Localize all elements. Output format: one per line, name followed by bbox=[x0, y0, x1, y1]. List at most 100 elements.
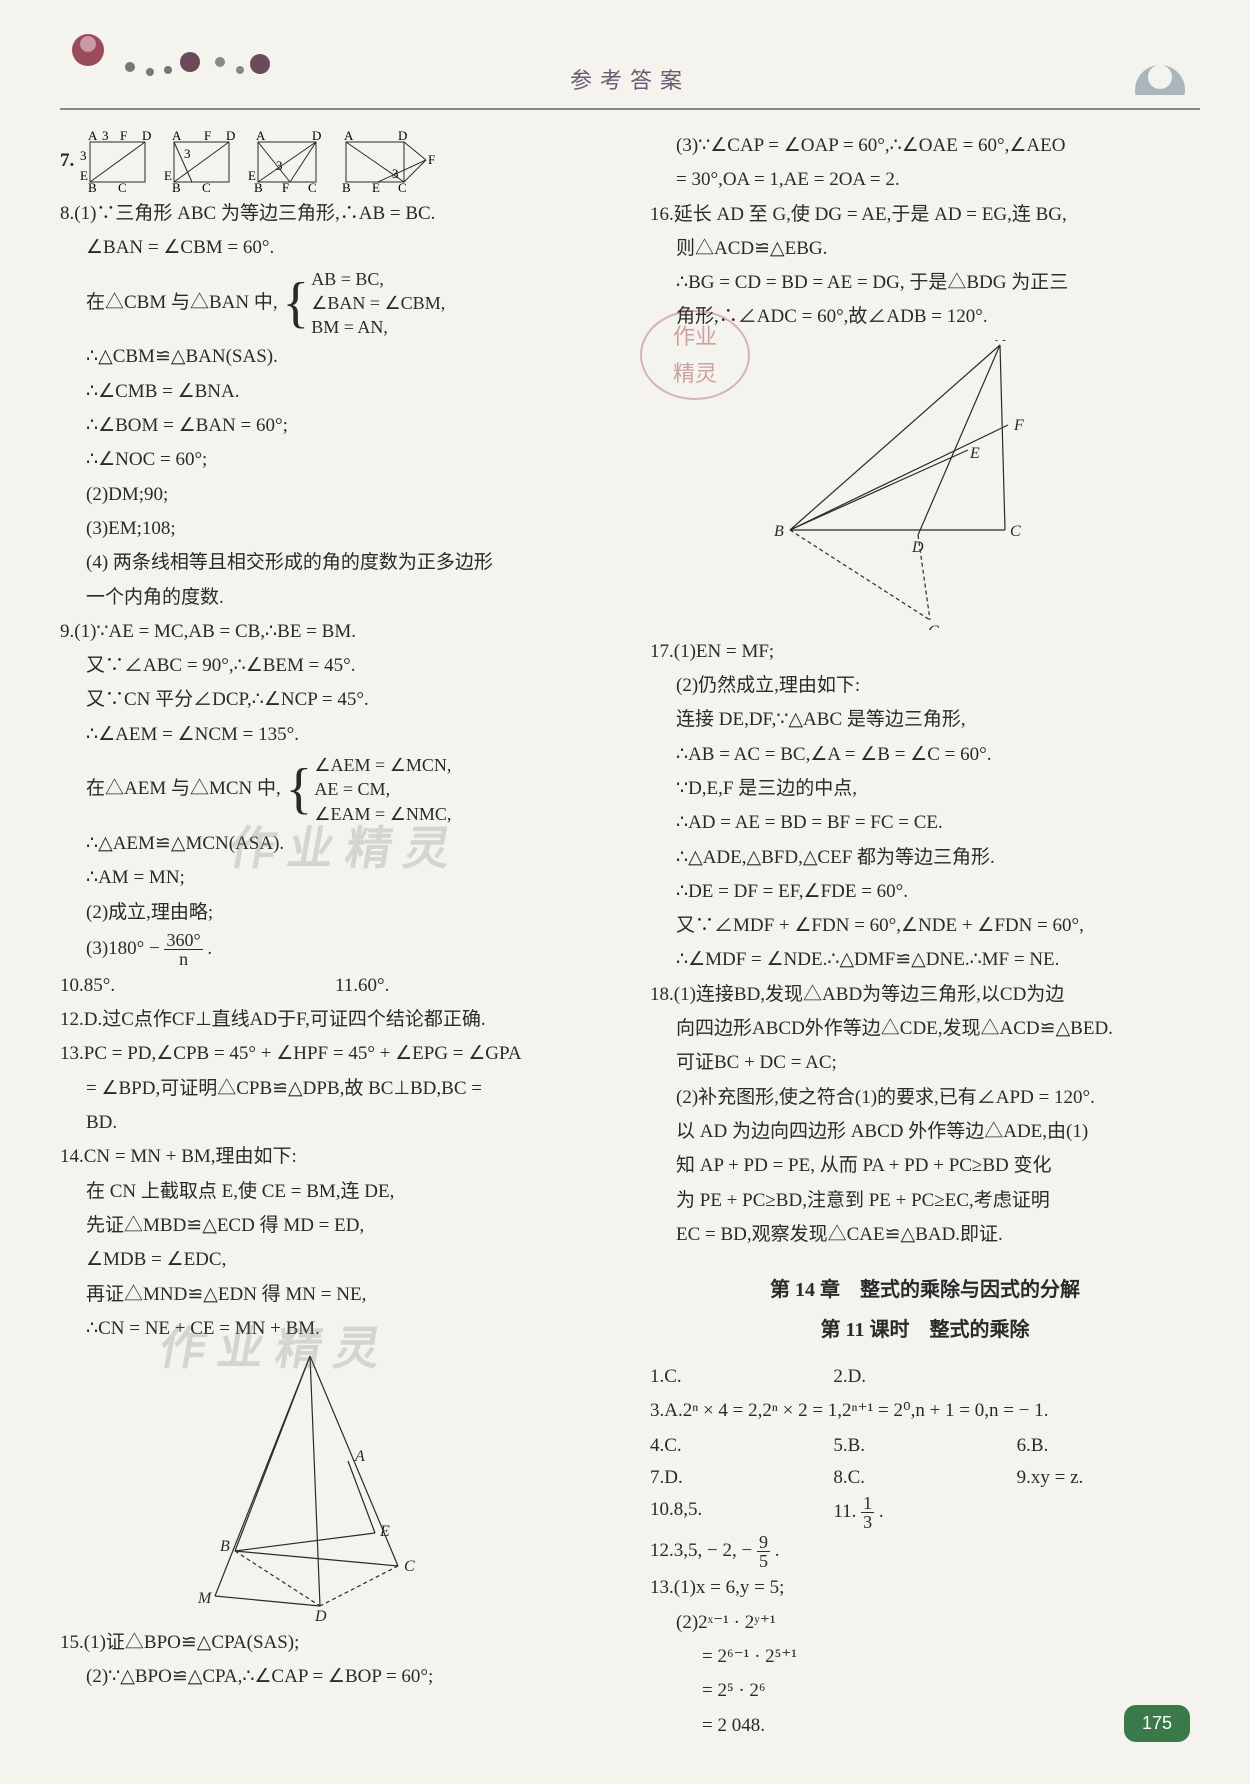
p8-brace: { AB = BC, ∠BAN = ∠CBM, BM = AN, bbox=[282, 267, 445, 340]
p10-11-row: 10.85°. 11.60°. bbox=[60, 970, 610, 1002]
svg-text:C: C bbox=[202, 180, 211, 192]
p16-l4: 角形,∴∠ADC = 60°,故∠ADB = 120°. bbox=[650, 301, 1200, 333]
a3: 3.A.2ⁿ × 4 = 2,2ⁿ × 2 = 1,2ⁿ⁺¹ = 2⁰,n + … bbox=[650, 1395, 1200, 1427]
a9: 9.xy = z. bbox=[1017, 1462, 1200, 1494]
ans-row-2: 4.C. 5.B. 6.B. bbox=[650, 1430, 1200, 1462]
a13-5: = 2 048. bbox=[650, 1710, 1200, 1742]
svg-text:D: D bbox=[314, 1608, 327, 1621]
svg-text:F: F bbox=[282, 180, 289, 192]
p12: 12.D.过C点作CF⊥直线AD于F,可证四个结论都正确. bbox=[60, 1004, 610, 1036]
p8-l3: 在△CBM 与△BAN 中, { AB = BC, ∠BAN = ∠CBM, B… bbox=[60, 267, 610, 340]
svg-text:E: E bbox=[80, 168, 88, 183]
page-header: 参考答案 bbox=[60, 60, 1200, 110]
a11-ft: 1 bbox=[861, 1494, 874, 1513]
a12-ft: 9 bbox=[757, 1533, 770, 1552]
a12-pre: 12.3,5, − 2, − bbox=[650, 1540, 757, 1561]
p14-l1: 14.CN = MN + BM,理由如下: bbox=[60, 1141, 610, 1173]
a12-frac: 9 5 bbox=[757, 1533, 770, 1570]
p8-l4: ∴△CBM≌△BAN(SAS). bbox=[60, 341, 610, 373]
a11-frac: 1 3 bbox=[861, 1494, 874, 1531]
a11-post: . bbox=[879, 1501, 884, 1522]
svg-text:3: 3 bbox=[80, 148, 87, 163]
page-number: 175 bbox=[1124, 1705, 1190, 1742]
svg-text:D: D bbox=[312, 130, 321, 143]
a13-3: = 2⁶⁻¹ · 2⁵⁺¹ bbox=[650, 1641, 1200, 1673]
a13-4: = 2⁵ · 2⁶ bbox=[650, 1675, 1200, 1707]
p16-l1: 16.延长 AD 至 G,使 DG = AE,于是 AD = EG,连 BG, bbox=[650, 199, 1200, 231]
p14-l4: ∠MDB = ∠EDC, bbox=[60, 1244, 610, 1276]
p14-l6: ∴CN = NE + CE = MN + BM. bbox=[60, 1313, 610, 1345]
p8-l10: (4) 两条线相等且相交形成的角的度数为正多边形 bbox=[60, 547, 610, 579]
a11-fb: 3 bbox=[861, 1513, 874, 1531]
p8-l6: ∴∠BOM = ∠BAN = 60°; bbox=[60, 410, 610, 442]
a13-2: (2)2ˣ⁻¹ · 2ʸ⁺¹ bbox=[650, 1607, 1200, 1639]
fig-7d: AD F 3 BEC bbox=[336, 130, 436, 192]
p14-l2: 在 CN 上截取点 E,使 CE = BM,连 DE, bbox=[60, 1176, 610, 1208]
figure-14: N A E B C M D bbox=[180, 1351, 610, 1621]
p15-l2: (2)∵△BPO≌△CPA,∴∠CAP = ∠BOP = 60°; bbox=[60, 1661, 610, 1693]
svg-text:B: B bbox=[342, 180, 351, 192]
p9-l8: (2)成立,理由略; bbox=[60, 897, 610, 929]
fig-7b: AFD 3 E BC bbox=[164, 130, 242, 192]
p14-l3: 先证△MBD≌△ECD 得 MD = ED, bbox=[60, 1210, 610, 1242]
svg-text:D: D bbox=[142, 130, 151, 143]
figure-16: A F E B D C G bbox=[770, 340, 1200, 630]
p17-l9: 又∵∠MDF + ∠FDN = 60°,∠NDE + ∠FDN = 60°, bbox=[650, 910, 1200, 942]
item-7-label: 7. bbox=[60, 145, 74, 177]
p9-l5-pre: 在△AEM 与△MCN 中, bbox=[86, 778, 281, 799]
right-column: (3)∵∠CAP = ∠OAP = 60°,∴∠OAE = 60°,∠AEO =… bbox=[650, 128, 1200, 1744]
svg-text:D: D bbox=[911, 539, 924, 556]
a11: 11. 1 3 . bbox=[833, 1494, 1016, 1531]
p9-l5: 在△AEM 与△MCN 中, { ∠AEM = ∠MCN, AE = CM, ∠… bbox=[60, 753, 610, 826]
a10: 10.8,5. bbox=[650, 1494, 833, 1531]
p9-br3: ∠EAM = ∠NMC, bbox=[314, 804, 451, 824]
p9-l4: ∴∠AEM = ∠NCM = 135°. bbox=[60, 719, 610, 751]
p15c-l2: = 30°,OA = 1,AE = 2OA = 2. bbox=[650, 164, 1200, 196]
p8-l1: 8.(1)∵三角形 ABC 为等边三角形,∴AB = BC. bbox=[60, 198, 610, 230]
header-right-decoration bbox=[1120, 35, 1200, 95]
p10: 10.85°. bbox=[60, 970, 335, 1002]
p13-l1: 13.PC = PD,∠CPB = 45° + ∠HPF = 45° + ∠EP… bbox=[60, 1038, 610, 1070]
svg-text:B: B bbox=[220, 1538, 230, 1555]
svg-text:E: E bbox=[164, 168, 172, 183]
p9-l6: ∴△AEM≌△MCN(ASA). bbox=[60, 828, 610, 860]
p18-l3: 可证BC + DC = AC; bbox=[650, 1047, 1200, 1079]
svg-text:A: A bbox=[995, 340, 1006, 345]
fig-7c: AD 3 E BFC bbox=[248, 130, 330, 192]
a13-1: 13.(1)x = 6,y = 5; bbox=[650, 1572, 1200, 1604]
p9-fb: n bbox=[164, 950, 202, 968]
p17-l7: ∴△ADE,△BFD,△CEF 都为等边三角形. bbox=[650, 842, 1200, 874]
p17-l5: ∵D,E,F 是三边的中点, bbox=[650, 773, 1200, 805]
svg-text:A: A bbox=[88, 130, 98, 143]
a2: 2.D. bbox=[833, 1361, 1016, 1393]
p17-l10: ∴∠MDF = ∠NDE.∴△DMF≌△DNE.∴MF = NE. bbox=[650, 944, 1200, 976]
p15c-l1: (3)∵∠CAP = ∠OAP = 60°,∴∠OAE = 60°,∠AEO bbox=[650, 130, 1200, 162]
svg-text:F: F bbox=[428, 152, 435, 167]
svg-text:C: C bbox=[118, 180, 127, 192]
p8-br3: BM = AN, bbox=[311, 317, 388, 337]
p9-l3: 又∵CN 平分∠DCP,∴∠NCP = 45°. bbox=[60, 684, 610, 716]
a4: 4.C. bbox=[650, 1430, 833, 1462]
svg-text:3: 3 bbox=[184, 146, 191, 161]
p9-br2: AE = CM, bbox=[314, 779, 390, 799]
svg-text:B: B bbox=[254, 180, 263, 192]
problem-7-figures: 7. A3 FD 3 E BC AFD 3 E BC bbox=[60, 130, 610, 192]
p15-l1: 15.(1)证△BPO≌△CPA(SAS); bbox=[60, 1627, 610, 1659]
svg-text:D: D bbox=[226, 130, 235, 143]
p9-br1: ∠AEM = ∠MCN, bbox=[314, 755, 451, 775]
svg-text:C: C bbox=[308, 180, 317, 192]
p18-l4: (2)补充图形,使之符合(1)的要求,已有∠APD = 120°. bbox=[650, 1082, 1200, 1114]
p9-l7: ∴AM = MN; bbox=[60, 862, 610, 894]
p9-l9-pre: (3)180° − bbox=[86, 938, 164, 959]
lesson-title: 第 11 课时 整式的乘除 bbox=[650, 1313, 1200, 1347]
p9-l2: 又∵∠ABC = 90°,∴∠BEM = 45°. bbox=[60, 650, 610, 682]
p16-l3: ∴BG = CD = BD = AE = DG, 于是△BDG 为正三 bbox=[650, 267, 1200, 299]
p18-l6: 知 AP + PD = PE, 从而 PA + PD + PC≥BD 变化 bbox=[650, 1150, 1200, 1182]
p17-l2: (2)仍然成立,理由如下: bbox=[650, 670, 1200, 702]
p17-l1: 17.(1)EN = MF; bbox=[650, 636, 1200, 668]
p11: 11.60°. bbox=[335, 970, 610, 1002]
svg-text:B: B bbox=[774, 523, 784, 540]
svg-text:F: F bbox=[120, 130, 127, 143]
a12-fb: 5 bbox=[757, 1552, 770, 1570]
svg-text:A: A bbox=[256, 130, 266, 143]
